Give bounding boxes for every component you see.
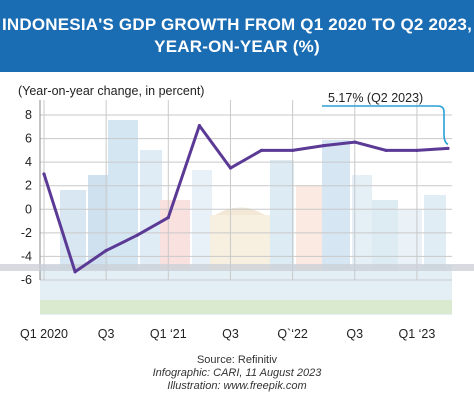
x-tick-label: Q1 ‘21 xyxy=(150,327,187,341)
data-point xyxy=(446,146,450,150)
city-skyline-illustration xyxy=(40,120,452,315)
x-tick-labels: Q1 2020 Q3 Q1 ‘21 Q3 Q`‘22 Q3 Q1 ‘23 xyxy=(20,327,435,341)
series-layer xyxy=(42,124,450,274)
y-tick-label: 0 xyxy=(25,202,32,216)
footer: Source: Refinitiv Infographic: CARI, 11 … xyxy=(0,354,474,393)
data-point xyxy=(415,148,419,152)
y-axis-label: (Year-on-year change, in percent) xyxy=(18,84,204,98)
data-point xyxy=(228,166,233,170)
data-point xyxy=(353,140,357,144)
data-point xyxy=(197,124,201,128)
annotation-bracket xyxy=(322,105,449,146)
y-tick-labels: 8 6 4 2 0 -2 -4 -6 xyxy=(21,108,32,287)
y-tick-label: -6 xyxy=(21,273,32,287)
data-point xyxy=(291,148,295,152)
data-point xyxy=(322,144,326,148)
x-tick-label: Q`‘22 xyxy=(277,327,308,341)
annotation-label: 5.17% (Q2 2023) xyxy=(328,91,423,105)
data-point xyxy=(42,172,46,176)
data-point xyxy=(384,148,388,152)
y-tick-label: -4 xyxy=(21,249,32,263)
data-point xyxy=(259,148,264,152)
y-tick-label: -2 xyxy=(21,226,32,240)
chart-title-line-2: YEAR-ON-YEAR (%) xyxy=(154,37,320,56)
title-bar: INDONESIA'S GDP GROWTH FROM Q1 2020 TO Q… xyxy=(0,0,474,72)
chart-title-line-1: INDONESIA'S GDP GROWTH FROM Q1 2020 TO Q… xyxy=(1,15,473,34)
data-point xyxy=(104,248,108,253)
series-line xyxy=(42,124,449,274)
source-text: Source: Refinitiv xyxy=(196,354,278,366)
infographic-credit: Infographic: CARI, 11 August 2023 xyxy=(152,367,322,379)
y-tick-label: 8 xyxy=(25,108,32,122)
x-tick-label: Q3 xyxy=(222,327,239,341)
data-point xyxy=(73,270,77,274)
y-tick-label: 6 xyxy=(25,132,32,146)
chart-grid xyxy=(39,100,452,281)
ground-band xyxy=(0,264,474,271)
data-point xyxy=(166,215,170,220)
x-tick-label: Q1 ‘23 xyxy=(399,327,436,341)
x-tick-label: Q3 xyxy=(98,327,115,341)
data-point xyxy=(135,233,139,237)
y-tick-label: 2 xyxy=(25,179,32,193)
x-tick-label: Q1 2020 xyxy=(20,327,68,341)
gdp-line-chart: (Year-on-year change, in percent) 8 6 4 2 0 -… xyxy=(0,84,474,341)
illustration-credit: Illustration: www.freepik.com xyxy=(167,380,307,392)
y-tick-label: 4 xyxy=(25,155,32,169)
x-tick-label: Q3 xyxy=(346,327,363,341)
